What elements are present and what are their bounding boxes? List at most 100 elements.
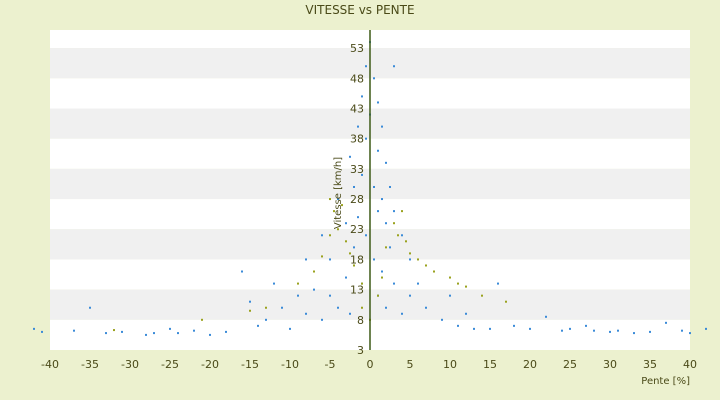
data-point <box>381 270 383 273</box>
data-point <box>305 258 307 261</box>
x-tick-label: -20 <box>201 358 219 371</box>
data-point <box>389 246 391 249</box>
data-point <box>321 255 323 258</box>
data-point <box>393 210 395 213</box>
data-point <box>665 321 667 324</box>
data-point <box>345 222 347 225</box>
x-tick-label: -15 <box>241 358 259 371</box>
data-point <box>481 294 483 297</box>
data-point <box>361 173 363 176</box>
x-tick-label: -30 <box>121 358 139 371</box>
data-point <box>617 329 619 332</box>
y-tick-label: 28 <box>350 193 364 206</box>
x-tick-label: 5 <box>407 358 414 371</box>
data-point <box>365 234 367 237</box>
data-point <box>297 282 299 285</box>
x-axis-label: Pente [%] <box>641 376 690 387</box>
data-point <box>389 185 391 188</box>
data-point <box>329 294 331 297</box>
data-point <box>705 327 707 330</box>
data-point <box>177 332 179 335</box>
y-tick-label: 33 <box>350 163 364 176</box>
data-point <box>385 246 387 249</box>
data-point <box>385 161 387 164</box>
data-point <box>385 306 387 309</box>
data-point <box>689 332 691 335</box>
data-point <box>385 222 387 225</box>
data-point <box>341 204 343 207</box>
data-point <box>349 252 351 255</box>
data-point <box>357 216 359 219</box>
data-point <box>361 282 363 285</box>
x-tick-label: 25 <box>563 358 577 371</box>
y-tick-label: 18 <box>350 253 364 266</box>
data-point <box>73 329 75 332</box>
x-tick-label: -35 <box>81 358 99 371</box>
y-tick-label: 3 <box>357 344 364 357</box>
data-point <box>425 306 427 309</box>
y-tick-label: 53 <box>350 42 364 55</box>
data-point <box>249 300 251 303</box>
x-tick-label: 30 <box>603 358 617 371</box>
data-point <box>113 329 115 332</box>
data-point <box>433 270 435 273</box>
data-point <box>457 324 459 327</box>
data-point <box>241 270 243 273</box>
data-point <box>529 327 531 330</box>
data-point <box>489 327 491 330</box>
data-point <box>305 312 307 315</box>
data-point <box>377 294 379 297</box>
data-point <box>409 294 411 297</box>
data-point <box>145 333 147 336</box>
data-point <box>105 332 107 335</box>
data-point <box>337 306 339 309</box>
data-point <box>193 329 195 332</box>
data-point <box>441 318 443 321</box>
data-point <box>349 312 351 315</box>
data-point <box>225 330 227 333</box>
chart-title: VITESSE vs PENTE <box>305 3 414 17</box>
data-point <box>397 234 399 237</box>
data-point <box>333 210 335 213</box>
x-tick-label: 40 <box>683 358 697 371</box>
data-point <box>377 149 379 152</box>
data-point <box>353 264 355 267</box>
data-point <box>377 210 379 213</box>
data-point <box>361 306 363 309</box>
data-point <box>465 312 467 315</box>
data-point <box>273 282 275 285</box>
x-tick-label: -10 <box>281 358 299 371</box>
data-point <box>405 240 407 243</box>
x-tick-labels: -40 -35 -30 -25 -20 -15 -10 -5 0 5 10 15 20 25 30 35 40 <box>41 358 697 371</box>
data-point <box>393 65 395 68</box>
data-point <box>209 333 211 336</box>
data-point <box>545 315 547 318</box>
data-point <box>349 155 351 158</box>
data-point <box>401 234 403 237</box>
data-point <box>497 282 499 285</box>
data-point <box>297 294 299 297</box>
data-point <box>89 306 91 309</box>
data-point <box>633 332 635 335</box>
data-point <box>281 306 283 309</box>
data-point <box>329 234 331 237</box>
data-point <box>329 258 331 261</box>
data-point <box>249 309 251 312</box>
data-point <box>353 185 355 188</box>
data-point <box>609 330 611 333</box>
data-point <box>337 198 339 201</box>
data-point <box>681 329 683 332</box>
data-point <box>365 65 367 68</box>
x-tick-label: -5 <box>325 358 336 371</box>
data-point <box>373 185 375 188</box>
data-point <box>465 285 467 288</box>
x-tick-label: 15 <box>483 358 497 371</box>
y-tick-label: 8 <box>357 314 364 327</box>
data-point <box>409 252 411 255</box>
data-point <box>561 329 563 332</box>
y-tick-label: 23 <box>350 223 364 236</box>
x-tick-label: 35 <box>643 358 657 371</box>
data-point <box>569 327 571 330</box>
data-point <box>373 77 375 80</box>
